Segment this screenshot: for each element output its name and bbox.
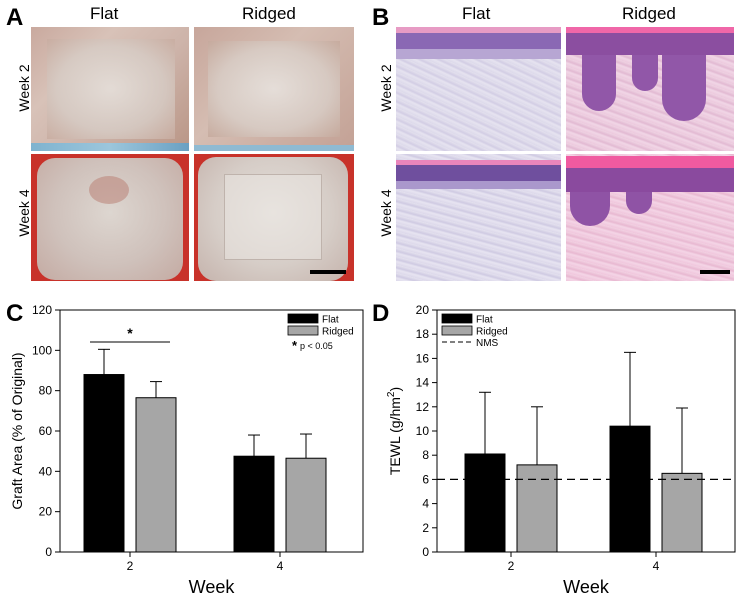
bar-flat-week-2: [83, 374, 125, 553]
photo-a-ridged-week2: [194, 27, 354, 151]
y-tick-label: 40: [39, 464, 53, 478]
y-tick-label: 12: [416, 400, 430, 414]
bar-flat-week-4: [233, 455, 275, 553]
chart-d: 0 2 4 6 8 10 12 14 16 18 20 2 4 Week TEWL (g/hm2) FlatR…: [386, 303, 736, 596]
photo-a-flat-week2: [31, 27, 189, 151]
x-tick-label: 4: [277, 559, 284, 573]
bar-ridged-week-2: [516, 464, 558, 553]
x-axis-label: Week: [189, 577, 236, 596]
photo-a-ridged-week4: [194, 154, 354, 281]
bar-flat-week-4: [609, 425, 651, 553]
panel-b-letter: B: [372, 4, 390, 31]
panel-a-letter: A: [6, 4, 24, 31]
legend-label-flat: Flat: [322, 315, 339, 326]
bar-ridged-week-2: [135, 397, 177, 553]
legend-swatch-ridged: [441, 325, 473, 336]
y-tick-label: 120: [32, 303, 52, 317]
panel-a-col-flat: Flat: [90, 4, 119, 23]
panel-d-letter: D: [372, 300, 390, 327]
bar-ridged-week-4: [661, 472, 703, 553]
y-tick-label: 8: [422, 448, 429, 462]
panel-b-row-week4: Week 4: [378, 189, 394, 237]
y-tick-label: 60: [39, 424, 53, 438]
y-tick-label: 2: [422, 521, 429, 535]
x-axis-label: Week: [563, 577, 610, 596]
panel-b-col-flat: Flat: [462, 4, 491, 23]
y-tick-label: 80: [39, 384, 53, 398]
significance-legend-star: *: [292, 338, 298, 353]
legend-label-ridged: Ridged: [476, 327, 508, 338]
y-tick-label: 0: [45, 545, 52, 559]
panel-a-row-week2: Week 2: [16, 64, 32, 112]
y-tick-label: 100: [32, 343, 52, 357]
scale-bar-b: [700, 270, 730, 274]
y-tick-label: 4: [422, 497, 429, 511]
x-tick-label: 2: [127, 559, 134, 573]
histology-b-flat-week2: [396, 27, 561, 151]
scale-bar-a: [310, 270, 346, 274]
x-tick-label: 4: [653, 559, 660, 573]
histology-b-ridged-week2: [566, 27, 734, 151]
photo-a-flat-week4: [31, 154, 189, 281]
legend-label-flat: Flat: [476, 315, 493, 326]
chart-c: 0 20 40 60 80 100 120 2 4 Week Graft Area (% of Or…: [9, 303, 364, 596]
significance-star: *: [127, 325, 133, 341]
y-axis-label: Graft Area (% of Original): [9, 352, 25, 509]
y-tick-label: 16: [416, 351, 430, 365]
y-tick-label: 20: [416, 303, 430, 317]
y-tick-label: 10: [416, 424, 430, 438]
panel-b-row-week2: Week 2: [378, 64, 394, 112]
y-tick-label: 18: [416, 327, 430, 341]
bar-flat-week-2: [464, 453, 506, 553]
legend-label-ridged: Ridged: [322, 327, 354, 338]
y-tick-label: 0: [422, 545, 429, 559]
significance-legend-text: p < 0.05: [300, 341, 333, 351]
histology-b-flat-week4: [396, 154, 561, 281]
y-axis-label: TEWL (g/hm2): [386, 387, 403, 475]
y-tick-label: 14: [416, 376, 430, 390]
y-tick-label: 6: [422, 472, 429, 486]
panel-b-col-ridged: Ridged: [622, 4, 676, 23]
y-tick-label: 20: [39, 505, 53, 519]
bar-ridged-week-4: [285, 457, 327, 553]
legend-label-nms: NMS: [476, 338, 499, 349]
x-tick-label: 2: [508, 559, 515, 573]
legend-swatch-flat: [441, 313, 473, 324]
legend-swatch-flat: [287, 313, 319, 324]
legend-swatch-ridged: [287, 325, 319, 336]
panel-c-letter: C: [6, 300, 24, 327]
panel-a-row-week4: Week 4: [16, 189, 32, 237]
panel-a-col-ridged: Ridged: [242, 4, 296, 23]
histology-b-ridged-week4: [566, 154, 734, 281]
